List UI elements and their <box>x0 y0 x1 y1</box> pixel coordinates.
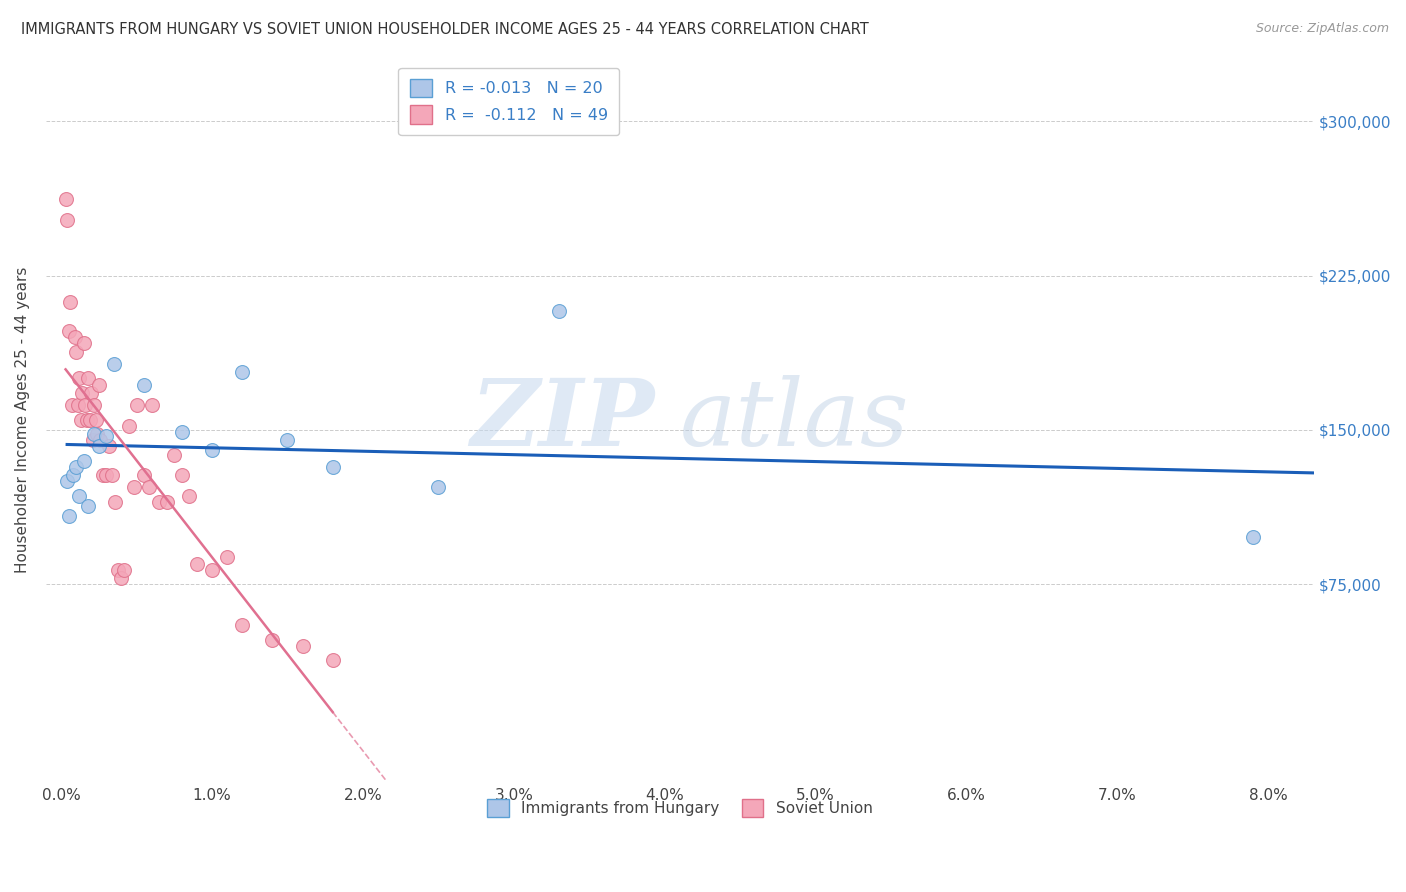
Point <box>79 412 101 426</box>
Point <box>103 357 125 371</box>
Point <box>163 448 186 462</box>
Point <box>110 571 132 585</box>
Point <box>231 365 253 379</box>
Point <box>67 489 90 503</box>
Point <box>58 509 80 524</box>
Point <box>83 427 105 442</box>
Point <box>132 377 155 392</box>
Point <box>201 563 224 577</box>
Point <box>138 481 160 495</box>
Point <box>70 385 93 400</box>
Point <box>83 398 105 412</box>
Point <box>63 330 86 344</box>
Point <box>179 489 201 503</box>
Point <box>98 439 121 453</box>
Point <box>156 495 179 509</box>
Text: Source: ZipAtlas.com: Source: ZipAtlas.com <box>1256 22 1389 36</box>
Point <box>148 495 170 509</box>
Point <box>1241 530 1264 544</box>
Point <box>89 433 111 447</box>
Point <box>62 468 84 483</box>
Text: IMMIGRANTS FROM HUNGARY VS SOVIET UNION HOUSEHOLDER INCOME AGES 25 - 44 YEARS CO: IMMIGRANTS FROM HUNGARY VS SOVIET UNION … <box>21 22 869 37</box>
Point <box>548 303 571 318</box>
Point <box>77 371 100 385</box>
Point <box>75 398 97 412</box>
Point <box>60 398 83 412</box>
Point <box>104 495 127 509</box>
Point <box>76 412 98 426</box>
Point <box>59 295 82 310</box>
Point <box>201 443 224 458</box>
Point <box>96 468 118 483</box>
Point <box>56 213 79 227</box>
Point <box>55 193 77 207</box>
Point <box>114 563 136 577</box>
Text: atlas: atlas <box>681 375 910 465</box>
Point <box>170 468 193 483</box>
Point <box>65 459 87 474</box>
Point <box>56 475 79 489</box>
Point <box>231 618 253 632</box>
Point <box>82 433 104 447</box>
Point <box>122 481 145 495</box>
Point <box>87 377 110 392</box>
Point <box>291 639 314 653</box>
Point <box>186 557 208 571</box>
Point <box>65 344 87 359</box>
Point <box>96 429 118 443</box>
Point <box>69 412 91 426</box>
Point <box>118 418 141 433</box>
Point <box>73 454 96 468</box>
Point <box>427 481 450 495</box>
Text: ZIP: ZIP <box>470 375 654 465</box>
Point <box>322 653 344 667</box>
Point <box>107 563 129 577</box>
Point <box>101 468 124 483</box>
Point <box>58 324 80 338</box>
Point <box>215 550 238 565</box>
Point <box>67 371 90 385</box>
Point <box>84 412 107 426</box>
Legend: Immigrants from Hungary, Soviet Union: Immigrants from Hungary, Soviet Union <box>478 790 882 826</box>
Point <box>322 459 344 474</box>
Point <box>262 632 284 647</box>
Y-axis label: Householder Income Ages 25 - 44 years: Householder Income Ages 25 - 44 years <box>15 267 30 573</box>
Point <box>80 385 103 400</box>
Point <box>86 427 108 442</box>
Point <box>125 398 148 412</box>
Point <box>66 398 89 412</box>
Point <box>77 499 100 513</box>
Point <box>132 468 155 483</box>
Point <box>141 398 163 412</box>
Point <box>87 439 110 453</box>
Point <box>73 336 96 351</box>
Point <box>91 468 114 483</box>
Point <box>170 425 193 439</box>
Point <box>276 433 298 447</box>
